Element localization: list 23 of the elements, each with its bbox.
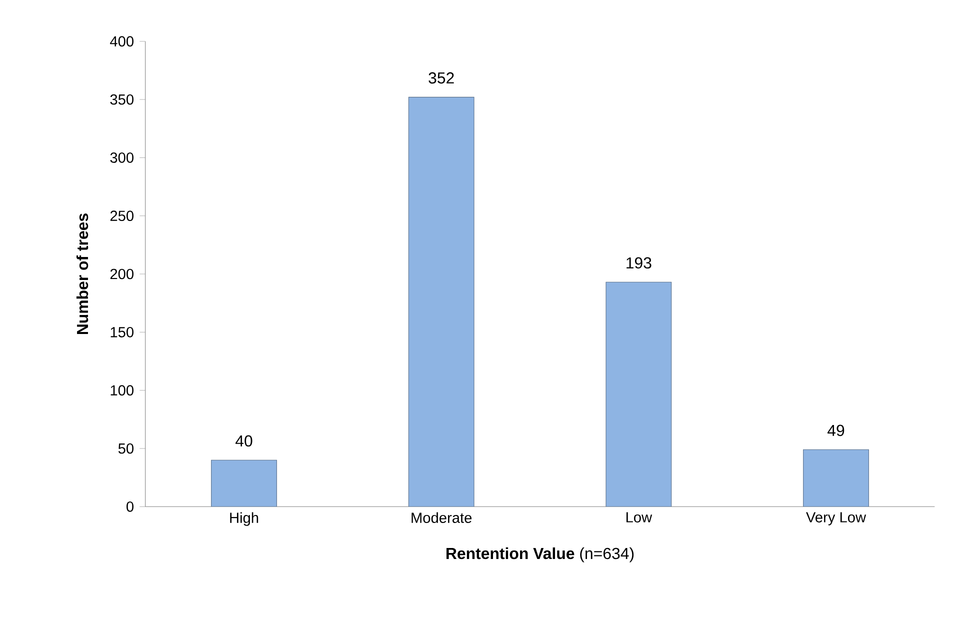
y-tick-label: 350: [110, 94, 134, 105]
x-tick-label: Very Low: [806, 512, 866, 526]
y-tick-label: 250: [110, 210, 134, 222]
data-label: 49: [828, 424, 844, 436]
x-axis-title: Rentention Value (n=634): [446, 547, 634, 562]
data-label: 40: [236, 435, 252, 447]
y-tick-label: 150: [110, 327, 134, 338]
x-tick-label: Low: [626, 512, 652, 522]
data-label: 352: [428, 72, 454, 84]
x-tick-label: Moderate: [412, 512, 472, 523]
y-tick-label: 300: [110, 152, 134, 163]
bar: [803, 449, 869, 507]
y-tick-label: 0: [126, 502, 134, 512]
x-tick-label: High: [230, 512, 258, 526]
y-tick-label: 100: [110, 385, 134, 396]
bar: [606, 282, 672, 507]
bar: [211, 460, 277, 507]
bar: [408, 96, 474, 507]
y-tick-label: 50: [118, 443, 134, 454]
y-axis-title: Number of trees: [76, 214, 88, 334]
data-label: 193: [626, 257, 652, 269]
y-tick-label: 200: [110, 268, 134, 280]
y-tick-label: 400: [110, 36, 134, 47]
